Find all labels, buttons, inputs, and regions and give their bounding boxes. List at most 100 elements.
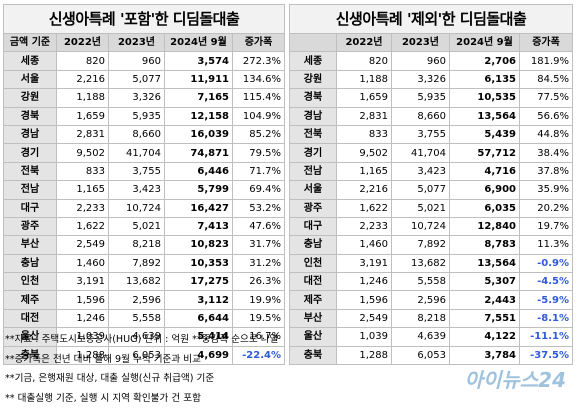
value-2022-cell: 820 — [337, 52, 392, 70]
value-2024-cell: 4,122 — [450, 328, 520, 346]
increase-cell: -5.9% — [520, 291, 573, 309]
value-2024-cell: 10,353 — [165, 254, 233, 272]
value-2022-cell: 1,622 — [337, 199, 392, 217]
value-2023-cell: 3,755 — [392, 125, 450, 143]
increase-cell: 115.4% — [233, 89, 285, 107]
value-2024-cell: 13,564 — [450, 254, 520, 272]
value-2022-cell: 1,659 — [57, 107, 109, 125]
increase-cell: 31.2% — [233, 254, 285, 272]
value-2023-cell: 3,755 — [109, 162, 165, 180]
region-cell: 전남 — [290, 162, 337, 180]
region-cell: 경남 — [4, 125, 57, 143]
increase-cell: -37.5% — [520, 346, 573, 364]
value-2024-cell: 3,574 — [165, 52, 233, 70]
column-header: 증가폭 — [520, 34, 573, 52]
value-2022-cell: 1,039 — [337, 328, 392, 346]
value-2022-cell: 2,549 — [57, 236, 109, 254]
value-2023-cell: 5,935 — [109, 107, 165, 125]
region-cell: 경북 — [4, 107, 57, 125]
column-header: 2024년 9월 — [165, 34, 233, 52]
value-2023-cell: 3,423 — [109, 181, 165, 199]
increase-cell: 44.8% — [520, 125, 573, 143]
region-cell: 강원 — [4, 89, 57, 107]
region-cell: 전북 — [290, 125, 337, 143]
value-2023-cell: 3,326 — [109, 89, 165, 107]
value-2024-cell: 16,039 — [165, 125, 233, 143]
value-2024-cell: 5,439 — [450, 125, 520, 143]
value-2023-cell: 960 — [109, 52, 165, 70]
region-cell: 전남 — [4, 181, 57, 199]
increase-cell: -8.1% — [520, 309, 573, 327]
region-cell: 서울 — [290, 181, 337, 199]
value-2023-cell: 960 — [392, 52, 450, 70]
value-2024-cell: 2,443 — [450, 291, 520, 309]
region-cell: 인천 — [290, 254, 337, 272]
value-2022-cell: 1,165 — [337, 162, 392, 180]
increase-cell: 181.9% — [520, 52, 573, 70]
value-2023-cell: 4,639 — [392, 328, 450, 346]
table-title: 신생아특례 '포함'한 디딤돌대출 — [4, 5, 285, 34]
value-2023-cell: 2,596 — [109, 291, 165, 309]
increase-cell: 11.3% — [520, 236, 573, 254]
value-2022-cell: 2,831 — [337, 107, 392, 125]
region-cell: 부산 — [4, 236, 57, 254]
footnote: **증가폭은 전년 대비 올해 9월 누적 기준과 비교 — [5, 350, 278, 370]
value-2024-cell: 12,840 — [450, 217, 520, 235]
value-2022-cell: 1,188 — [57, 89, 109, 107]
value-2022-cell: 2,233 — [337, 217, 392, 235]
increase-cell: 35.9% — [520, 181, 573, 199]
region-cell: 전북 — [4, 162, 57, 180]
increase-cell: 104.9% — [233, 107, 285, 125]
region-cell: 대전 — [290, 273, 337, 291]
region-cell: 충남 — [4, 254, 57, 272]
value-2024-cell: 5,799 — [165, 181, 233, 199]
column-header: 2022년 — [337, 34, 392, 52]
value-2023-cell: 10,724 — [109, 199, 165, 217]
value-2022-cell: 3,191 — [57, 273, 109, 291]
value-2023-cell: 5,935 — [392, 89, 450, 107]
region-cell: 세종 — [290, 52, 337, 70]
value-2024-cell: 13,564 — [450, 107, 520, 125]
value-2024-cell: 74,871 — [165, 144, 233, 162]
footnote: **자료 : 주택도시보증공사(HUG) 단위 : 억원 **증감폭 순으로 나… — [5, 330, 278, 350]
region-cell: 대전 — [4, 309, 57, 327]
increase-cell: -0.9% — [520, 254, 573, 272]
increase-cell: 19.5% — [233, 309, 285, 327]
value-2022-cell: 9,502 — [57, 144, 109, 162]
region-cell: 충북 — [290, 346, 337, 364]
region-cell: 대구 — [290, 217, 337, 235]
value-2022-cell: 2,216 — [57, 70, 109, 88]
increase-cell: 85.2% — [233, 125, 285, 143]
increase-cell: 26.3% — [233, 273, 285, 291]
region-cell: 대구 — [4, 199, 57, 217]
value-2023-cell: 41,704 — [392, 144, 450, 162]
value-2024-cell: 5,307 — [450, 273, 520, 291]
value-2024-cell: 6,900 — [450, 181, 520, 199]
value-2024-cell: 17,275 — [165, 273, 233, 291]
column-header: 2024년 9월 — [450, 34, 520, 52]
value-2024-cell: 10,535 — [450, 89, 520, 107]
column-header: 2022년 — [57, 34, 109, 52]
increase-cell: 19.7% — [520, 217, 573, 235]
value-2022-cell: 2,831 — [57, 125, 109, 143]
region-cell: 광주 — [4, 217, 57, 235]
region-cell: 경남 — [290, 107, 337, 125]
value-2024-cell: 4,716 — [450, 162, 520, 180]
increase-cell: 38.4% — [520, 144, 573, 162]
value-2024-cell: 2,706 — [450, 52, 520, 70]
